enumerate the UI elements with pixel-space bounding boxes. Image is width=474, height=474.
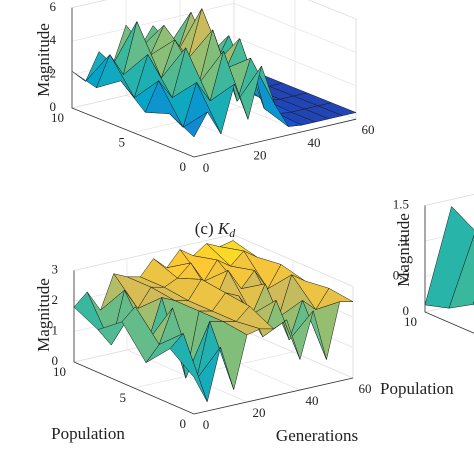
grid-line <box>71 0 357 20</box>
population-label: Population <box>380 379 454 398</box>
z-tick-label: 0 <box>52 353 59 368</box>
title-symbol: K <box>217 219 231 238</box>
z-tick-label: 1 <box>52 322 59 337</box>
gen-tick-label: 40 <box>308 135 321 150</box>
z-axis-label: Magnitude <box>394 213 413 287</box>
z-axis-label: Magnitude <box>34 23 53 97</box>
pop-tick-label: 10 <box>51 110 64 125</box>
surface-face <box>169 333 208 403</box>
pop-tick-label: 5 <box>119 134 126 149</box>
pop-tick-label: 10 <box>404 314 417 329</box>
gen-tick-label: 60 <box>359 381 372 396</box>
z-tick-label: 0 <box>50 99 57 114</box>
z-tick-label: 2 <box>50 66 57 81</box>
z-tick-label: 1 <box>403 232 410 247</box>
pop-tick-label: 5 <box>120 390 127 405</box>
population-label: Population <box>51 424 125 443</box>
gen-tick-label: 20 <box>253 405 266 420</box>
pop-tick-label: 0 <box>180 416 187 431</box>
gen-tick-label: 20 <box>254 147 267 162</box>
surface-panel: 0 0.5 1 1.5 10 Magnitude Population <box>380 194 474 398</box>
gen-tick-label: 40 <box>306 393 319 408</box>
surface-face <box>448 234 474 309</box>
z-tick-label: 6 <box>50 0 57 14</box>
surface-face <box>169 111 208 138</box>
gen-tick-label: 60 <box>362 122 375 137</box>
axis-line <box>73 270 354 415</box>
z-tick-label: 2 <box>52 292 59 307</box>
gen-tick-label: 0 <box>203 417 210 432</box>
generations-label: Generations <box>276 426 358 445</box>
z-tick-label: 0 <box>403 303 410 318</box>
axis-line <box>424 205 474 334</box>
title-prefix: (c) <box>195 219 214 238</box>
z-axis-label: Magnitude <box>34 278 53 352</box>
z-tick-label: 3 <box>52 261 59 276</box>
z-tick-label: 0.5 <box>393 267 409 282</box>
axis-line <box>71 7 357 158</box>
z-tick-label: 4 <box>50 32 57 47</box>
title-subscript: d <box>229 226 236 240</box>
z-tick-label: 1.5 <box>393 196 409 211</box>
gen-tick-label: 0 <box>203 160 210 175</box>
panel-title: (c) Kd <box>195 219 236 240</box>
pop-tick-label: 0 <box>180 159 187 174</box>
pop-tick-label: 10 <box>53 364 66 379</box>
